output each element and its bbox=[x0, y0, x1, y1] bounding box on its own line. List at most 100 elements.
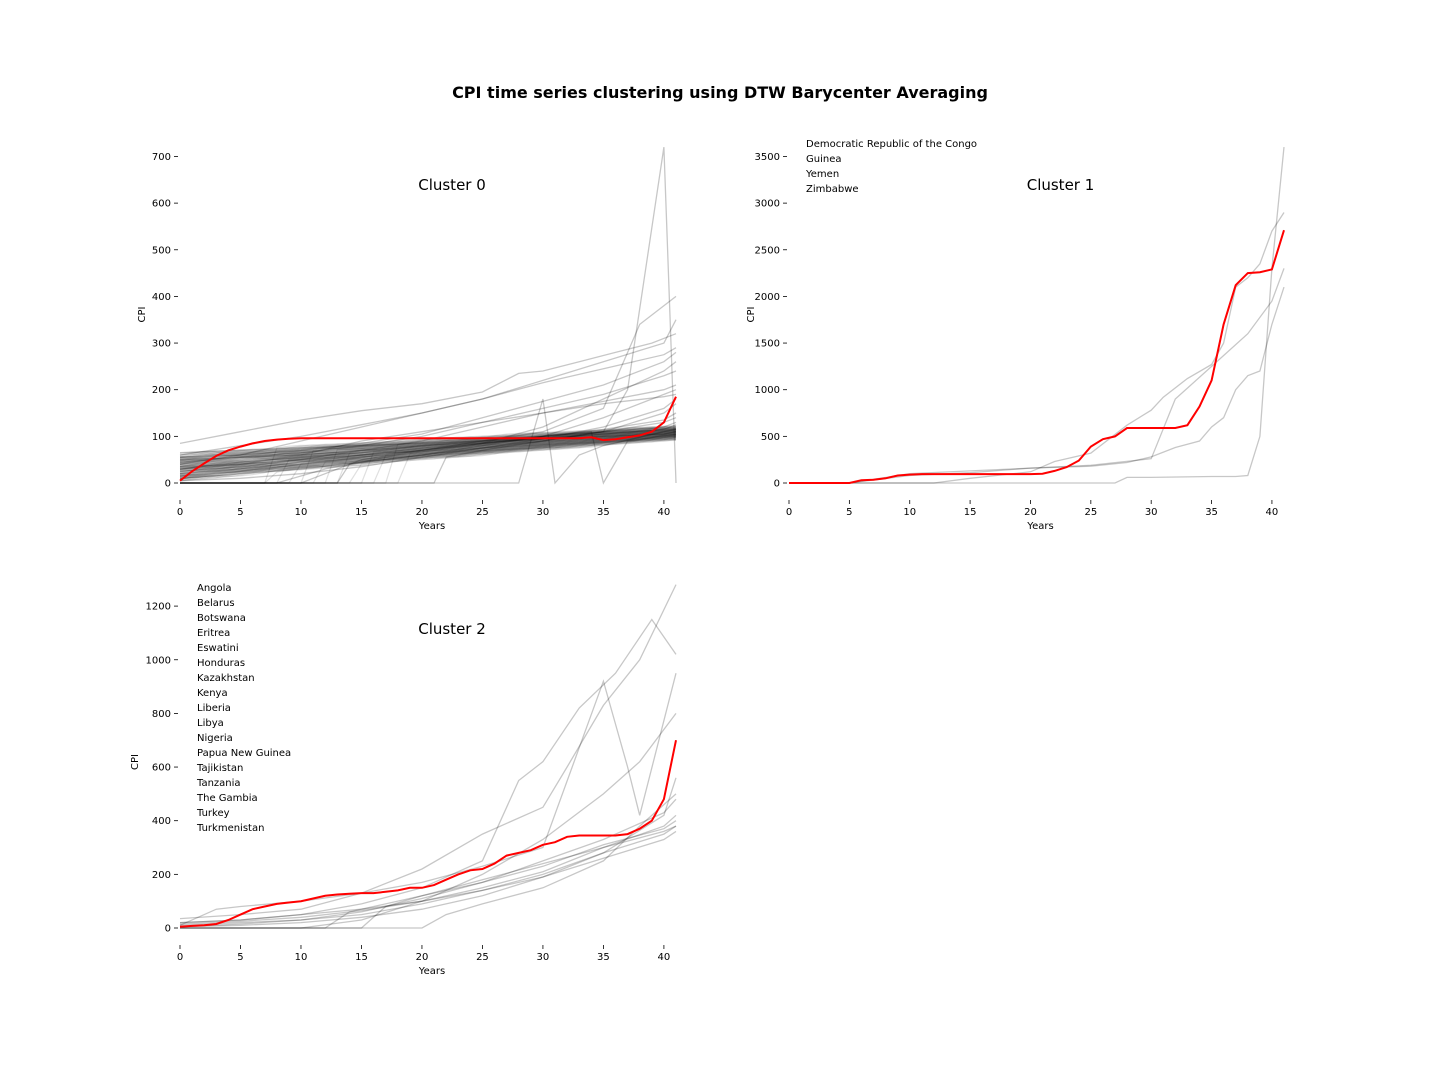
member-series bbox=[179, 814, 677, 925]
member-series bbox=[179, 428, 677, 461]
member-series bbox=[179, 432, 677, 469]
member-series bbox=[179, 432, 677, 472]
x-tick-label: 30 bbox=[537, 952, 550, 963]
member-series bbox=[180, 427, 677, 484]
country-label: Turkmenistan bbox=[196, 823, 264, 834]
subplot-title: Cluster 2 bbox=[418, 620, 486, 638]
member-series bbox=[789, 268, 1285, 484]
subplot-title: Cluster 1 bbox=[1027, 176, 1095, 194]
country-label: Eritrea bbox=[197, 628, 230, 639]
y-tick-label: 2000 bbox=[755, 292, 780, 303]
y-tick-label: 200 bbox=[152, 385, 171, 396]
member-series bbox=[179, 351, 677, 458]
x-tick-label: 15 bbox=[355, 507, 368, 518]
member-series bbox=[179, 825, 677, 926]
member-series bbox=[179, 427, 676, 454]
y-tick-label: 500 bbox=[761, 432, 780, 443]
y-axis-label: CPI bbox=[746, 307, 757, 323]
x-tick-label: 5 bbox=[237, 507, 243, 518]
member-series bbox=[179, 436, 677, 476]
y-tick-label: 200 bbox=[152, 870, 171, 881]
y-tick-label: 400 bbox=[152, 816, 171, 827]
member-series bbox=[179, 436, 677, 482]
country-label: Democratic Republic of the Congo bbox=[806, 139, 977, 150]
y-tick-label: 600 bbox=[152, 199, 171, 210]
x-tick-label: 20 bbox=[1024, 507, 1037, 518]
x-tick-label: 35 bbox=[597, 507, 610, 518]
member-series bbox=[179, 417, 677, 479]
member-series bbox=[180, 403, 677, 484]
x-axis-label: Years bbox=[418, 966, 445, 977]
member-series bbox=[179, 434, 677, 478]
member-series bbox=[179, 434, 677, 480]
y-tick-label: 2500 bbox=[755, 245, 780, 256]
member-series bbox=[179, 435, 677, 480]
x-tick-label: 40 bbox=[658, 952, 671, 963]
member-series bbox=[180, 436, 677, 484]
member-series-group bbox=[179, 147, 677, 485]
member-series bbox=[180, 438, 676, 484]
member-series bbox=[179, 427, 677, 457]
member-series bbox=[180, 429, 676, 484]
y-tick-label: 0 bbox=[165, 479, 171, 490]
x-tick-label: 35 bbox=[597, 952, 610, 963]
y-tick-label: 3500 bbox=[755, 152, 780, 163]
member-series bbox=[179, 434, 677, 471]
member-series bbox=[179, 370, 677, 463]
country-list: Democratic Republic of the Congo Guinea Ye… bbox=[805, 139, 977, 195]
member-series bbox=[179, 439, 677, 480]
country-label: Turkey bbox=[196, 808, 230, 819]
member-series bbox=[179, 435, 677, 472]
country-label: Libya bbox=[197, 718, 224, 729]
y-tick-label: 0 bbox=[774, 479, 780, 490]
member-series bbox=[179, 435, 677, 482]
barycenter-series bbox=[179, 396, 677, 482]
country-label: Liberia bbox=[197, 703, 231, 714]
member-series bbox=[179, 434, 677, 475]
country-label: Tajikistan bbox=[196, 763, 243, 774]
member-series bbox=[179, 584, 677, 920]
x-tick-label: 10 bbox=[903, 507, 916, 518]
member-series bbox=[179, 435, 677, 470]
member-series bbox=[179, 434, 677, 475]
member-series bbox=[180, 295, 677, 484]
member-series bbox=[179, 432, 677, 475]
member-series bbox=[180, 820, 677, 929]
member-series bbox=[179, 435, 677, 473]
member-series bbox=[179, 429, 677, 465]
member-series bbox=[179, 434, 677, 469]
member-series bbox=[179, 428, 677, 459]
member-series bbox=[180, 431, 677, 466]
subplots: Cluster 00 5 10 15 20 25 30 35 40Years0100200300… bbox=[130, 139, 1285, 977]
member-series bbox=[179, 431, 677, 463]
subplot-0: Cluster 0 0 5 10 15 20 25 30 35 40 Years 0 100 200 300… bbox=[137, 147, 677, 532]
country-label: Yemen bbox=[805, 169, 839, 180]
member-series bbox=[179, 426, 677, 460]
member-series bbox=[179, 435, 677, 479]
country-label: Guinea bbox=[806, 154, 841, 165]
member-series bbox=[179, 618, 677, 924]
member-series bbox=[179, 433, 677, 470]
x-tick-label: 10 bbox=[295, 507, 308, 518]
member-series bbox=[179, 428, 677, 462]
member-series bbox=[179, 319, 677, 465]
y-axis-label: CPI bbox=[130, 754, 141, 770]
member-series bbox=[180, 429, 677, 484]
member-series bbox=[179, 431, 677, 454]
member-series bbox=[179, 430, 677, 462]
member-series bbox=[789, 147, 1285, 484]
x-tick-label: 30 bbox=[1145, 507, 1158, 518]
x-tick-label: 25 bbox=[1084, 507, 1097, 518]
country-label: The Gambia bbox=[196, 793, 258, 804]
y-tick-label: 1000 bbox=[146, 655, 171, 666]
x-tick-label: 35 bbox=[1205, 507, 1218, 518]
member-series bbox=[179, 333, 677, 445]
member-series bbox=[179, 425, 677, 461]
x-tick-label: 40 bbox=[658, 507, 671, 518]
member-series bbox=[179, 412, 677, 477]
member-series bbox=[179, 433, 677, 477]
x-tick-label: 5 bbox=[846, 507, 852, 518]
member-series bbox=[179, 433, 677, 476]
member-series bbox=[179, 424, 677, 475]
